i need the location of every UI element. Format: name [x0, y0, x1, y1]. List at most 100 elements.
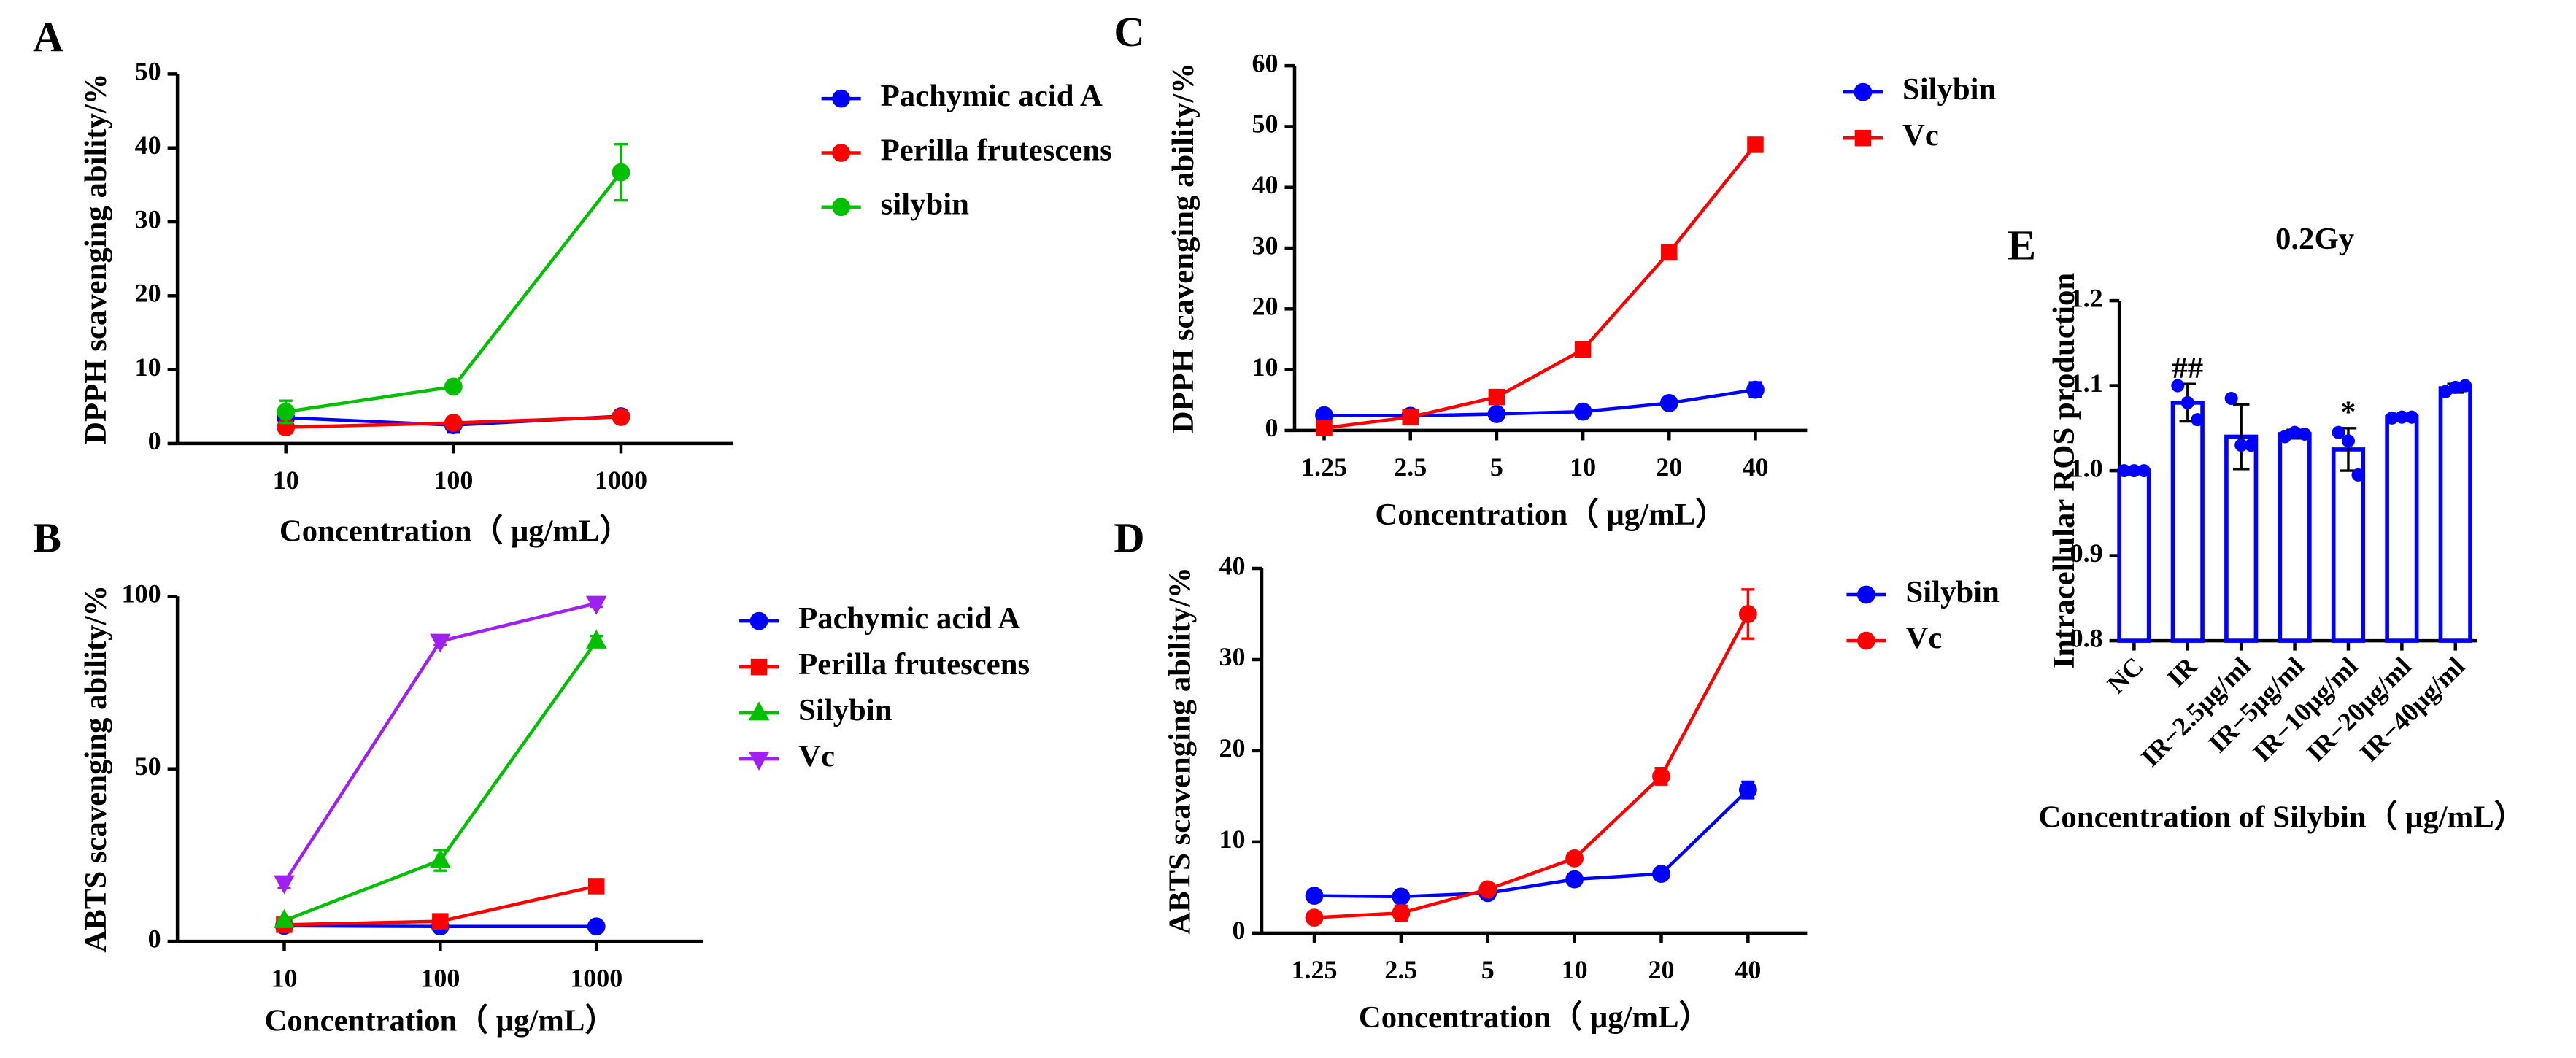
y-tick-label: 0	[1232, 916, 1245, 945]
panel-letter: E	[2008, 222, 2036, 269]
series-line	[283, 640, 598, 922]
series-line	[1314, 789, 1749, 899]
marker	[587, 878, 605, 895]
y-axis-label: ABTS scavenging ability/%	[79, 585, 113, 953]
legend-label: Pachymic acid A	[798, 601, 1020, 636]
y-tick-label: 20	[135, 279, 161, 308]
y-axis-label: DPPH scavenging ability/%	[79, 73, 113, 444]
bar	[2438, 386, 2472, 643]
marker	[1565, 870, 1584, 889]
panel-letter: A	[33, 13, 63, 61]
x-tick-label: IR	[2162, 651, 2203, 692]
marker	[1854, 82, 1873, 101]
y-axis-label: ABTS scavenging ability/%	[1163, 567, 1198, 935]
marker	[1857, 585, 1875, 604]
y-tick-label: 30	[1219, 642, 1245, 671]
marker	[1747, 136, 1764, 153]
x-axis-label: Concentration（ μg/mL）	[1375, 497, 1727, 532]
marker	[1565, 849, 1584, 868]
data-point	[2439, 385, 2453, 398]
legend-label: Vc	[1902, 118, 1939, 152]
data-point	[2298, 427, 2312, 441]
series-line	[1314, 613, 1750, 919]
data-point	[2244, 439, 2258, 452]
marker	[1659, 394, 1678, 412]
data-point	[2385, 411, 2399, 425]
marker	[1574, 341, 1592, 358]
data-point	[2180, 395, 2194, 409]
panel-letter: C	[1114, 8, 1144, 55]
marker	[612, 408, 630, 426]
marker	[277, 402, 296, 421]
y-axis-label: DPPH scavenging ability/%	[1166, 63, 1200, 433]
y-tick-label: 0.8	[2070, 623, 2103, 652]
marker	[748, 701, 770, 721]
marker	[430, 849, 451, 868]
bar	[2170, 401, 2205, 643]
marker	[1738, 605, 1757, 623]
marker	[1857, 631, 1875, 650]
data-point	[2137, 464, 2151, 478]
bar	[2278, 432, 2312, 643]
marker	[1305, 887, 1324, 905]
marker	[749, 611, 768, 630]
marker	[612, 163, 630, 182]
legend-label: Silybin	[798, 693, 892, 727]
y-axis-label: Intracellular ROS production	[2047, 273, 2081, 669]
marker	[1305, 908, 1324, 927]
y-tick-label: 50	[135, 57, 161, 86]
x-tick-label: 40	[1742, 452, 1768, 482]
y-tick-label: 30	[135, 204, 161, 233]
marker	[585, 595, 607, 615]
data-point	[2224, 392, 2238, 406]
data-point	[2234, 439, 2248, 452]
x-tick-label: 40	[1735, 955, 1761, 984]
y-tick-label: 0	[1265, 413, 1278, 442]
x-tick-label: 2.5	[1384, 955, 1417, 984]
data-point	[2341, 434, 2355, 448]
panel-letter: B	[33, 514, 61, 561]
x-axis-label: Concentration（ μg/mL）	[279, 514, 631, 549]
marker	[832, 89, 851, 108]
x-tick-label: 1.25	[1301, 452, 1347, 482]
marker	[444, 414, 463, 432]
data-point	[2448, 380, 2462, 394]
x-tick-label: 100	[433, 466, 473, 495]
x-axis-label: Concentration（ μg/mL）	[1359, 1000, 1711, 1035]
y-tick-label: 1.2	[2070, 283, 2103, 312]
annotation: ##	[2172, 351, 2203, 385]
marker	[1392, 903, 1411, 922]
marker	[274, 908, 295, 928]
x-axis-label: Concentration of Silybin（ μg/mL）	[2039, 799, 2526, 834]
y-tick-label: 0.9	[2070, 538, 2103, 568]
x-tick-label: 20	[1656, 452, 1682, 482]
y-tick-label: 40	[1252, 170, 1278, 199]
x-tick-label: 10	[1562, 955, 1588, 984]
marker	[748, 752, 770, 771]
chart-title: 0.2Gy	[2275, 222, 2354, 256]
y-tick-label: 20	[1252, 292, 1278, 321]
marker	[1478, 880, 1497, 899]
data-point	[2278, 430, 2292, 444]
marker	[1738, 781, 1757, 800]
marker	[750, 658, 768, 676]
data-point	[2288, 425, 2302, 439]
marker	[1661, 244, 1678, 261]
legend-label: Perilla frutescens	[881, 133, 1112, 167]
x-tick-label: 2.5	[1394, 452, 1427, 482]
data-point	[2351, 468, 2365, 482]
bar	[2117, 468, 2151, 643]
legend-label: Pachymic acid A	[881, 79, 1103, 113]
marker	[1573, 402, 1592, 421]
marker	[444, 377, 463, 396]
marker	[1487, 405, 1506, 423]
panel-letter: D	[1114, 514, 1144, 561]
y-tick-label: 0	[148, 426, 161, 455]
bar	[2385, 414, 2419, 643]
y-tick-label: 1.1	[2070, 368, 2103, 398]
y-tick-label: 40	[1219, 551, 1245, 580]
y-tick-label: 1.0	[2070, 453, 2103, 482]
y-tick-label: 50	[1252, 109, 1278, 139]
